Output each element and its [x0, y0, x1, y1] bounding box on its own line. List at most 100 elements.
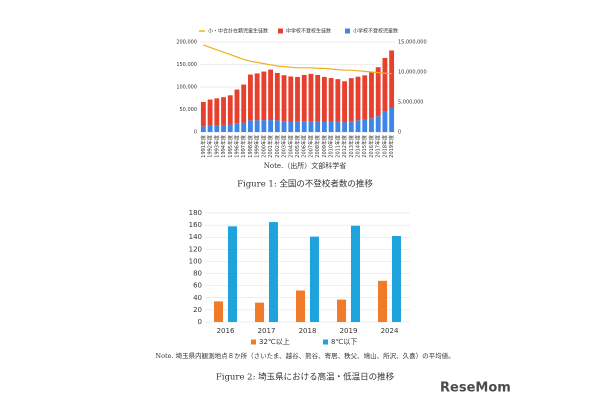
y-tick-label: 0 — [198, 318, 202, 326]
bar — [274, 72, 280, 121]
bar — [335, 121, 341, 132]
x-tick-label: 2024 — [381, 327, 399, 335]
line — [203, 44, 392, 75]
x-tick-label: 1999年度 — [254, 135, 261, 158]
legend-marker — [278, 28, 283, 34]
y-tick-label: 180 — [189, 209, 202, 217]
bar — [254, 73, 260, 121]
note: Note. 埼玉県内観測地点８か所（さいたま、越谷、熊谷、寄居、秩父、鳩山、所沢… — [155, 351, 454, 360]
bar — [227, 95, 233, 125]
bar — [369, 118, 374, 132]
x-tick-label: 2018 — [299, 327, 317, 335]
bar — [281, 121, 287, 132]
x-tick-label: 2000年度 — [260, 135, 267, 158]
x-tick-label: 2011年度 — [334, 135, 341, 158]
bar — [214, 125, 220, 132]
x-tick-label: 2008年度 — [314, 135, 321, 158]
legend-label: 小・中合計在籍児童生徒数 — [208, 28, 268, 35]
x-tick-label: 2002年度 — [274, 135, 281, 158]
caption: Figure 1: 全国の不登校者数の推移 — [237, 179, 373, 190]
bar — [389, 50, 395, 108]
x-tick-label: 2004年度 — [287, 135, 294, 158]
bar — [309, 236, 319, 322]
y-tick-label: 40 — [193, 294, 202, 302]
bar — [355, 76, 361, 121]
legend-label: 小学校不登校児童数 — [353, 28, 398, 35]
bar — [391, 236, 401, 322]
bar — [369, 71, 374, 119]
bar — [234, 89, 240, 124]
y-tick-label: 15,000,000 — [398, 40, 427, 46]
bar — [200, 101, 206, 127]
bar — [295, 76, 300, 122]
bar — [350, 225, 360, 322]
bar — [315, 121, 321, 132]
y-tick-label: 100,000 — [176, 85, 197, 91]
bar — [281, 75, 287, 122]
bar — [348, 121, 354, 132]
bar — [321, 76, 327, 122]
x-tick-label: 1996年度 — [233, 135, 240, 158]
bar — [337, 299, 347, 322]
bar — [248, 120, 253, 132]
bar — [378, 280, 388, 322]
bar — [241, 84, 247, 123]
x-tick-label: 2010年度 — [328, 135, 335, 158]
bar — [274, 120, 280, 132]
bar — [375, 116, 381, 132]
y-tick-label: 120 — [189, 245, 202, 253]
x-tick-label: 2017 — [258, 327, 276, 335]
x-tick-label: 1994年度 — [220, 135, 227, 158]
bar — [207, 99, 213, 126]
x-tick-label: 2013年度 — [348, 135, 355, 158]
y-tick-label: 100 — [189, 257, 202, 265]
legend-label: 中学校不登校生徒数 — [286, 28, 331, 35]
y-tick-label: 5,000,000 — [398, 100, 423, 106]
note: Note.（出所）文部科学省 — [264, 161, 347, 170]
bar — [362, 119, 368, 132]
bar — [268, 222, 278, 322]
bar — [214, 98, 220, 126]
bar — [328, 121, 334, 132]
x-tick-label: 1992年度 — [207, 135, 214, 158]
x-tick-label: 1993年度 — [213, 135, 220, 158]
x-tick-label: 2016年度 — [368, 135, 375, 158]
x-tick-label: 2018年度 — [381, 135, 388, 158]
legend-marker — [251, 339, 256, 345]
bar — [214, 301, 224, 322]
legend-marker — [345, 28, 350, 34]
y-tick-label: 200,000 — [176, 40, 197, 46]
bar — [296, 290, 306, 322]
y-tick-label: 0 — [398, 130, 401, 136]
x-tick-label: 2005年度 — [294, 135, 301, 158]
y-tick-label: 20 — [193, 306, 202, 314]
x-tick-label: 1991年度 — [200, 135, 207, 158]
x-tick-label: 2016 — [217, 327, 235, 335]
bar — [308, 121, 314, 132]
x-tick-label: 2006年度 — [301, 135, 308, 158]
bar — [227, 226, 237, 322]
bar — [288, 76, 294, 122]
bar — [295, 121, 300, 132]
y-tick-label: 150,000 — [176, 62, 197, 68]
bar — [254, 120, 260, 132]
y-tick-label: 80 — [193, 270, 202, 278]
bar — [335, 79, 341, 122]
x-tick-label: 2009年度 — [321, 135, 328, 158]
bar — [261, 71, 267, 121]
legend-label: 8℃以下 — [331, 338, 357, 346]
bar — [328, 78, 334, 122]
x-tick-label: 2015年度 — [361, 135, 368, 158]
bar — [255, 302, 265, 322]
x-tick-label: 1998年度 — [247, 135, 254, 158]
x-tick-label: 2007年度 — [307, 135, 314, 158]
bar — [234, 123, 240, 132]
x-tick-label: 2003年度 — [281, 135, 288, 158]
bar — [227, 124, 233, 132]
bar — [375, 67, 381, 117]
bar — [221, 124, 226, 132]
bar — [348, 78, 354, 122]
bar — [355, 120, 361, 132]
bar — [301, 74, 307, 122]
